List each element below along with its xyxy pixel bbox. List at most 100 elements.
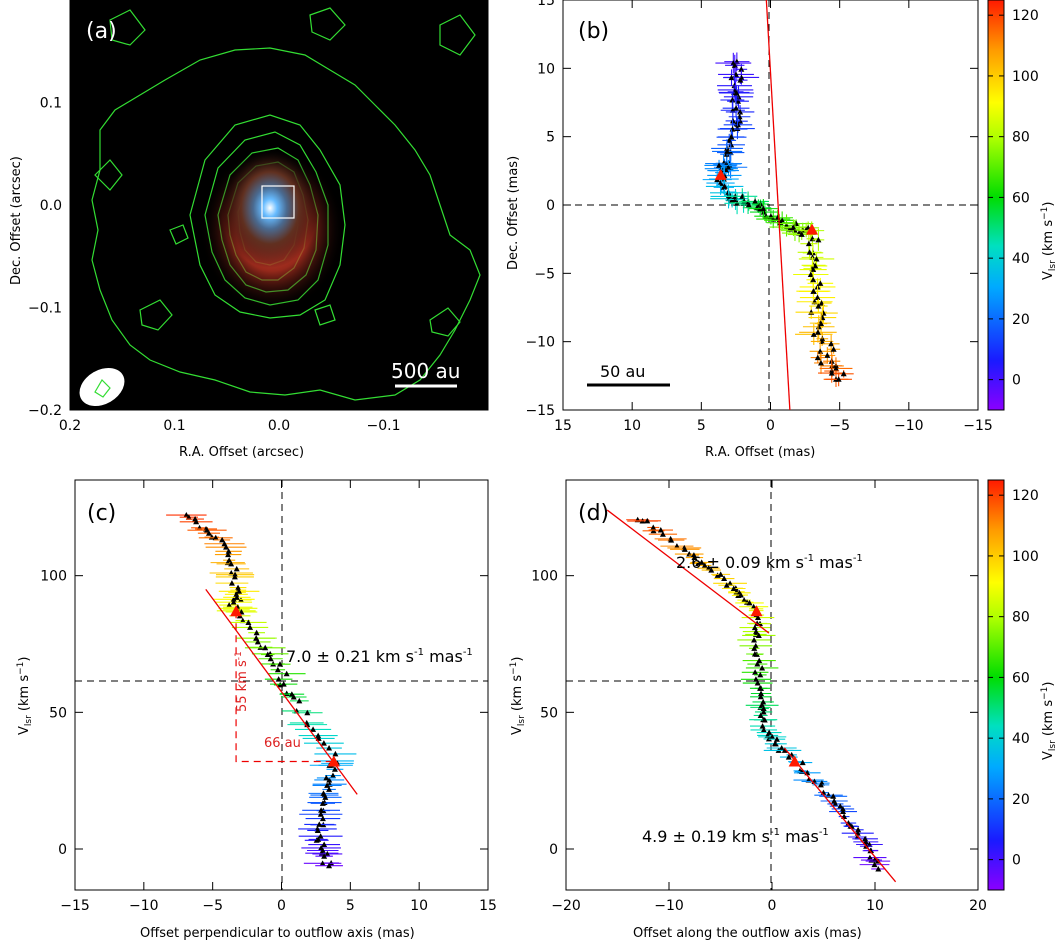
panel-a-ytick-label: −0.1	[28, 301, 62, 317]
panel-c-xtick-label: 0	[277, 898, 286, 914]
spot-marker	[758, 690, 765, 697]
colorbar-bottom-tick-label: 100	[1012, 549, 1039, 565]
panel-b-fit-line	[765, 0, 791, 411]
spot-marker	[798, 231, 805, 237]
spot-marker	[810, 331, 817, 337]
colorbar-top-tick-label: 80	[1012, 130, 1030, 146]
spot-marker	[317, 833, 324, 839]
spot-marker	[650, 524, 657, 530]
spot-marker	[230, 599, 237, 605]
spot-marker	[788, 751, 795, 758]
spot-marker	[760, 708, 767, 715]
panel-a-xtick-label: 0.1	[163, 418, 185, 434]
panel-b-xtick-label: −5	[829, 418, 850, 434]
spot-marker	[320, 740, 327, 746]
spot-marker	[219, 536, 226, 543]
panel-c-velocity-bracket	[235, 611, 334, 763]
red-marker	[788, 755, 801, 767]
panel-b-xtick-label: −10	[894, 418, 924, 434]
spot-marker	[716, 162, 723, 168]
spot-marker	[760, 205, 767, 212]
colorbar-top-tick-label: 20	[1012, 312, 1030, 328]
spot-marker	[733, 105, 740, 111]
spot-marker	[761, 716, 768, 723]
colorbar-bottom-tick-label: 20	[1012, 792, 1030, 808]
panel-c-distance-label: 66 au	[264, 736, 301, 751]
spot-marker	[812, 262, 819, 269]
panel-c-velocity-label: 55 km s-1	[234, 651, 250, 712]
spot-marker	[231, 573, 238, 580]
panel-d-ytick-label: 100	[531, 569, 558, 585]
spot-marker	[729, 107, 736, 113]
spot-marker	[283, 670, 290, 677]
spot-marker	[193, 518, 200, 525]
spot-marker	[810, 276, 817, 283]
spot-marker	[254, 638, 261, 645]
panel-a: 500 au (a) 0.2 0.1 0.0 −0.1 0.1 0.0 −0.1 −0.2 R…	[9, 0, 489, 460]
spot-marker	[815, 323, 822, 330]
colorbar-top-tick-label: 40	[1012, 251, 1030, 267]
spot-marker	[773, 736, 780, 742]
spot-marker	[814, 354, 821, 361]
spot-marker	[257, 644, 264, 650]
spot-marker	[729, 97, 736, 103]
spot-marker	[817, 348, 824, 354]
spot-marker	[225, 548, 232, 554]
spot-marker	[245, 619, 252, 625]
spot-marker	[734, 125, 741, 132]
spot-marker	[315, 836, 322, 842]
panel-c-xtick-label: −5	[202, 898, 223, 914]
spot-marker	[698, 559, 705, 565]
spot-marker	[331, 766, 338, 772]
panel-b-ytick-label: 0	[546, 198, 555, 214]
spot-marker	[751, 624, 758, 631]
spot-marker	[754, 680, 761, 686]
panel-d-xtick-label: 20	[969, 898, 987, 914]
spot-marker	[730, 585, 737, 592]
panel-b-ytick-label: 5	[546, 130, 555, 146]
panel-c-ytick-label: 100	[40, 569, 67, 585]
panel-c: 55 km s-1 66 au 7.0 ± 0.21 km s-1 mas-1 …	[16, 479, 497, 941]
spot-marker	[817, 280, 824, 286]
spot-marker	[228, 580, 235, 586]
panel-c-xtick-label: 15	[479, 898, 497, 914]
spot-marker	[290, 693, 297, 700]
panel-b-scalebar-label: 50 au	[600, 362, 645, 381]
spot-marker	[673, 543, 680, 549]
panel-c-ytick-label: 50	[49, 705, 67, 721]
spot-marker	[235, 584, 242, 591]
spot-marker	[681, 546, 688, 552]
spot-marker	[724, 148, 731, 154]
spot-marker	[818, 320, 825, 327]
spot-marker	[757, 712, 764, 718]
panel-c-xtick-label: −10	[129, 898, 159, 914]
panel-d-xtick-label: 0	[768, 898, 777, 914]
spot-marker	[659, 531, 666, 537]
spot-marker	[815, 236, 822, 243]
spot-marker	[760, 705, 767, 712]
spot-marker	[741, 597, 748, 603]
spot-marker	[321, 853, 328, 859]
colorbar-top-tick-label: 100	[1012, 69, 1039, 85]
spot-marker	[754, 661, 761, 667]
panel-d-xlabel: Offset along the outflow axis (mas)	[633, 926, 862, 941]
panel-c-xlabel: Offset perpendicular to outflow axis (ma…	[140, 926, 415, 941]
spot-marker	[840, 370, 847, 377]
spot-marker	[230, 596, 237, 602]
spot-marker	[824, 352, 831, 358]
spot-marker	[315, 732, 322, 739]
spot-marker	[733, 89, 740, 96]
spot-marker	[726, 137, 733, 143]
spot-marker	[752, 198, 759, 204]
panel-d-ytick-label: 50	[540, 705, 558, 721]
panel-d-label: (d)	[578, 501, 609, 526]
colorbar-top-tick-label: 120	[1012, 8, 1039, 24]
spot-marker	[239, 617, 246, 624]
spot-marker	[875, 865, 882, 872]
spot-marker	[326, 786, 333, 792]
panel-a-xtick-label: 0.0	[268, 418, 290, 434]
spot-marker	[781, 747, 788, 753]
spot-marker	[790, 224, 797, 231]
spot-marker	[799, 759, 806, 766]
panel-b: 50 au (b) 15 10 5 0 −5 −10 −15 −15 −10 −5 0 5 10 15 R…	[506, 0, 1058, 460]
